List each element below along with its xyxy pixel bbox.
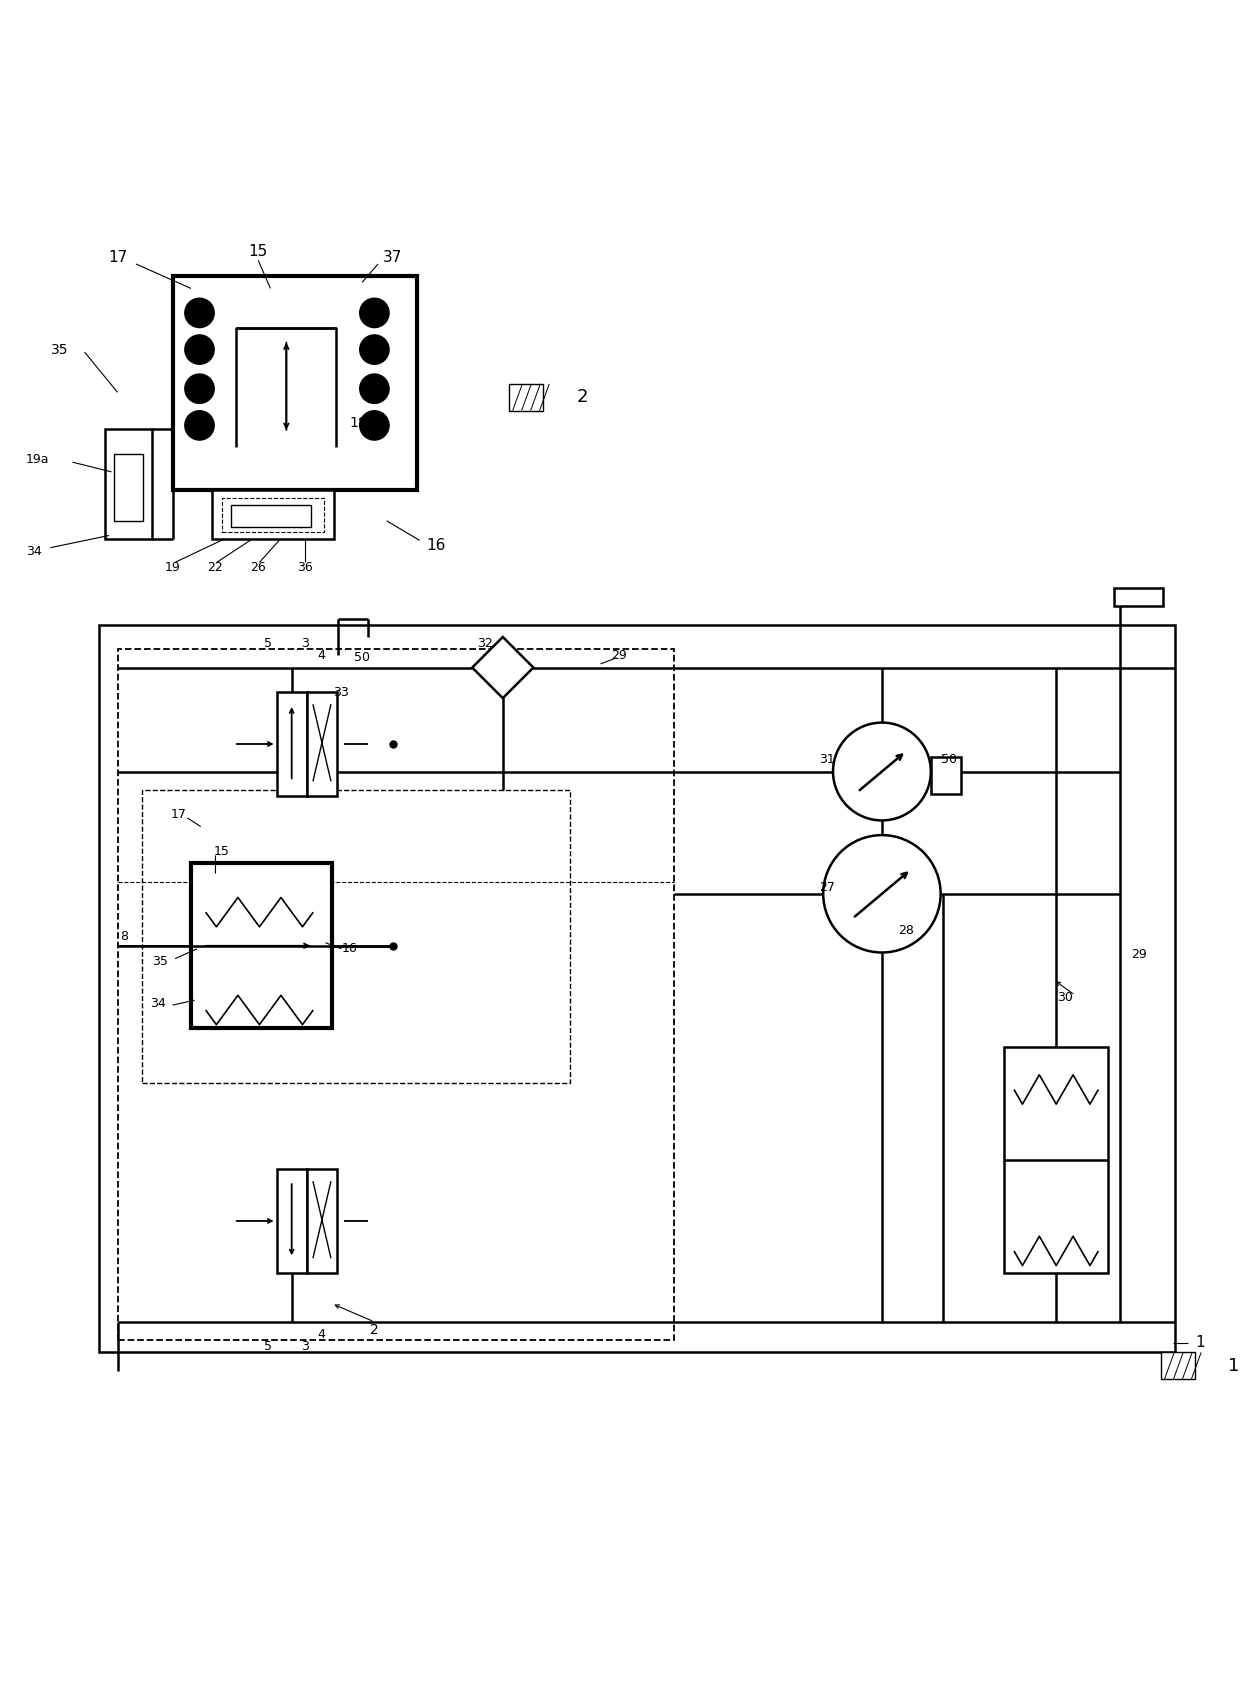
Circle shape	[360, 374, 389, 403]
Bar	[105, 429, 151, 540]
Bar	[232, 505, 311, 528]
Circle shape	[823, 836, 941, 953]
Circle shape	[360, 335, 389, 364]
Text: 2: 2	[577, 388, 588, 407]
Text: 15: 15	[213, 844, 229, 858]
Polygon shape	[472, 637, 533, 698]
Bar	[143, 790, 570, 1084]
Text: 3: 3	[301, 637, 309, 650]
Text: 29: 29	[611, 648, 627, 662]
Text: 16: 16	[425, 538, 445, 553]
Text: 5: 5	[264, 637, 272, 650]
Text: 1: 1	[1228, 1356, 1240, 1375]
Bar	[118, 648, 675, 1339]
Text: 29: 29	[1131, 948, 1147, 962]
Text: 16: 16	[342, 943, 358, 955]
Bar	[1161, 1353, 1195, 1379]
Bar	[306, 693, 337, 797]
Text: 19: 19	[165, 560, 181, 574]
Bar	[114, 453, 144, 521]
Text: 37: 37	[383, 250, 403, 266]
Circle shape	[185, 410, 215, 441]
Circle shape	[185, 335, 215, 364]
Text: 28: 28	[899, 924, 914, 938]
Text: 4: 4	[317, 648, 326, 662]
Bar	[191, 863, 331, 1028]
Text: 30: 30	[1058, 991, 1074, 1004]
Text: 36: 36	[296, 560, 312, 574]
Circle shape	[833, 723, 931, 820]
Text: 15: 15	[248, 245, 268, 259]
Text: 18: 18	[350, 415, 367, 431]
Text: 32: 32	[476, 637, 492, 650]
Bar	[277, 693, 306, 797]
Bar	[508, 385, 543, 410]
Bar	[306, 1169, 337, 1273]
Text: 35: 35	[51, 342, 69, 357]
Text: 34: 34	[26, 545, 42, 558]
Text: 31: 31	[818, 752, 835, 766]
Text: 26: 26	[250, 560, 267, 574]
Text: 27: 27	[818, 882, 835, 894]
Text: 50: 50	[941, 752, 957, 766]
Text: 17: 17	[108, 250, 128, 266]
Circle shape	[185, 374, 215, 403]
Bar	[277, 1169, 306, 1273]
Text: 19a: 19a	[26, 453, 50, 466]
Bar	[222, 497, 324, 531]
Circle shape	[185, 298, 215, 327]
Bar	[1004, 1047, 1109, 1273]
Text: 5: 5	[264, 1339, 272, 1353]
Bar	[1115, 589, 1163, 606]
Text: 34: 34	[150, 997, 166, 1011]
Text: 35: 35	[153, 955, 169, 967]
Text: 1: 1	[1195, 1334, 1205, 1350]
Text: 3: 3	[301, 1339, 309, 1353]
Text: 50: 50	[355, 652, 371, 664]
Bar	[99, 625, 1176, 1353]
Bar	[172, 276, 417, 490]
Text: 8: 8	[120, 929, 128, 943]
Text: 17: 17	[171, 808, 187, 820]
Circle shape	[360, 298, 389, 327]
Bar	[931, 757, 961, 793]
Bar	[212, 490, 334, 540]
Circle shape	[360, 410, 389, 441]
Text: 22: 22	[207, 560, 223, 574]
Text: 4: 4	[317, 1328, 326, 1341]
Text: 33: 33	[334, 686, 350, 698]
Text: 2: 2	[370, 1324, 378, 1338]
